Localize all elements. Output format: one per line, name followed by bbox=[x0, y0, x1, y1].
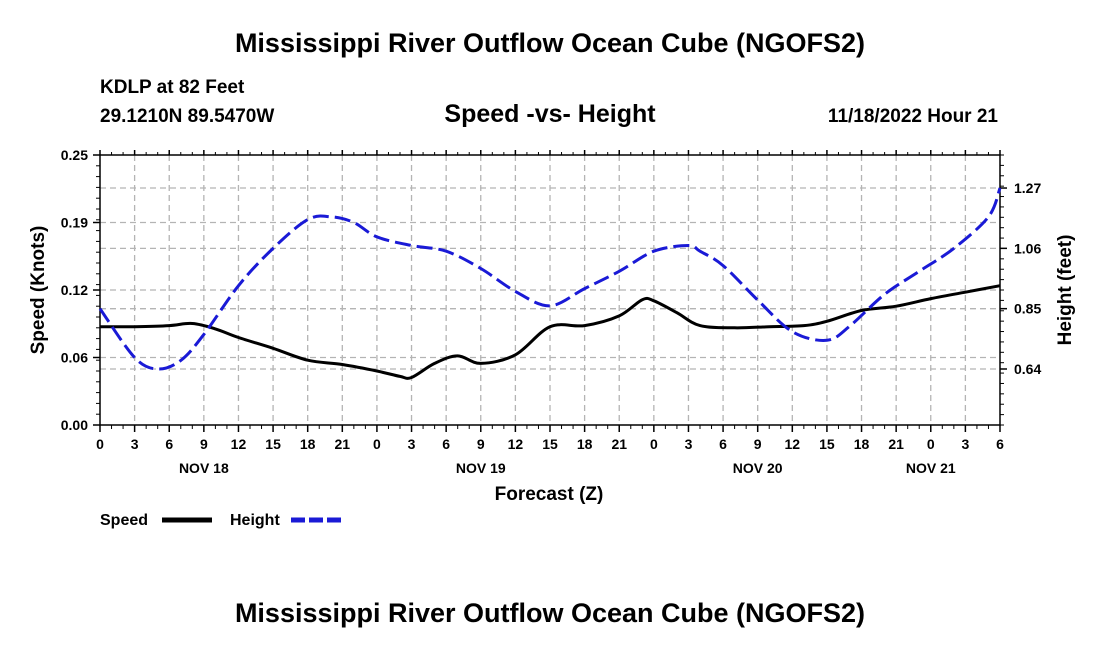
y-axis-left-label: Speed (Knots) bbox=[28, 226, 49, 355]
x-tick-label: 0 bbox=[927, 436, 935, 452]
y-left-tick-label: 0.12 bbox=[61, 282, 88, 298]
x-tick-label: 21 bbox=[611, 436, 627, 452]
legend: Speed Height bbox=[100, 512, 342, 529]
y-axis-right-label: Height (feet) bbox=[1055, 235, 1076, 346]
x-tick-label: 21 bbox=[335, 436, 351, 452]
x-tick-label: 3 bbox=[131, 436, 139, 452]
x-tick-label: 6 bbox=[996, 436, 1004, 452]
chart-title: Mississippi River Outflow Ocean Cube (NG… bbox=[234, 28, 866, 58]
x-tick-label: 12 bbox=[785, 436, 801, 452]
x-tick-label: 6 bbox=[719, 436, 727, 452]
y-left-tick-label: 0.00 bbox=[61, 417, 88, 433]
day-label: NOV 18 bbox=[179, 460, 229, 476]
x-tick-label: 18 bbox=[300, 436, 316, 452]
axes: 0 3 6 9 12 15 18 21 0 3 6 9 12 15 18 21 0 3 6 9 12 15 18 21 0 3 6N… bbox=[61, 147, 1042, 476]
x-tick-label: 15 bbox=[542, 436, 558, 452]
y-right-tick-label: 1.27 bbox=[1014, 180, 1041, 196]
footer-title: Mississippi River Outflow Ocean Cube (NG… bbox=[234, 598, 866, 628]
y-right-tick-label: 1.06 bbox=[1014, 240, 1041, 256]
day-label: NOV 21 bbox=[906, 460, 956, 476]
x-tick-label: 12 bbox=[231, 436, 247, 452]
x-tick-label: 0 bbox=[373, 436, 381, 452]
y-left-tick-label: 0.19 bbox=[61, 215, 88, 231]
plot-frame bbox=[99, 154, 1001, 426]
legend-height-label: Height bbox=[230, 512, 280, 529]
x-tick-label: 9 bbox=[477, 436, 485, 452]
datetime-label: 11/18/2022 Hour 21 bbox=[827, 106, 998, 127]
x-tick-label: 15 bbox=[265, 436, 281, 452]
day-label: NOV 19 bbox=[456, 460, 506, 476]
chart-subtitle: Speed -vs- Height bbox=[444, 100, 656, 128]
x-tick-label: 21 bbox=[888, 436, 904, 452]
x-tick-label: 6 bbox=[165, 436, 173, 452]
x-tick-label: 3 bbox=[961, 436, 969, 452]
y-left-tick-label: 0.06 bbox=[61, 350, 88, 366]
x-tick-label: 3 bbox=[685, 436, 693, 452]
x-tick-label: 0 bbox=[96, 436, 104, 452]
y-right-tick-label: 0.64 bbox=[1014, 361, 1041, 377]
y-left-tick-label: 0.25 bbox=[61, 147, 88, 163]
x-tick-label: 3 bbox=[408, 436, 416, 452]
x-tick-label: 18 bbox=[577, 436, 593, 452]
x-tick-label: 9 bbox=[754, 436, 762, 452]
x-axis-label: Forecast (Z) bbox=[495, 484, 604, 505]
speed-series-line bbox=[99, 284, 1001, 380]
coordinates-label: 29.1210N 89.5470W bbox=[100, 106, 275, 127]
series-lines bbox=[98, 187, 1002, 380]
x-tick-label: 0 bbox=[650, 436, 658, 452]
y-right-tick-label: 0.85 bbox=[1014, 301, 1041, 317]
x-tick-label: 18 bbox=[854, 436, 870, 452]
station-label: KDLP at 82 Feet bbox=[100, 77, 245, 98]
day-label: NOV 20 bbox=[733, 460, 783, 476]
legend-speed-label: Speed bbox=[100, 512, 148, 529]
x-tick-label: 15 bbox=[819, 436, 835, 452]
x-tick-label: 6 bbox=[442, 436, 450, 452]
x-tick-label: 12 bbox=[508, 436, 524, 452]
x-tick-label: 9 bbox=[200, 436, 208, 452]
height-series-line bbox=[98, 187, 1002, 371]
